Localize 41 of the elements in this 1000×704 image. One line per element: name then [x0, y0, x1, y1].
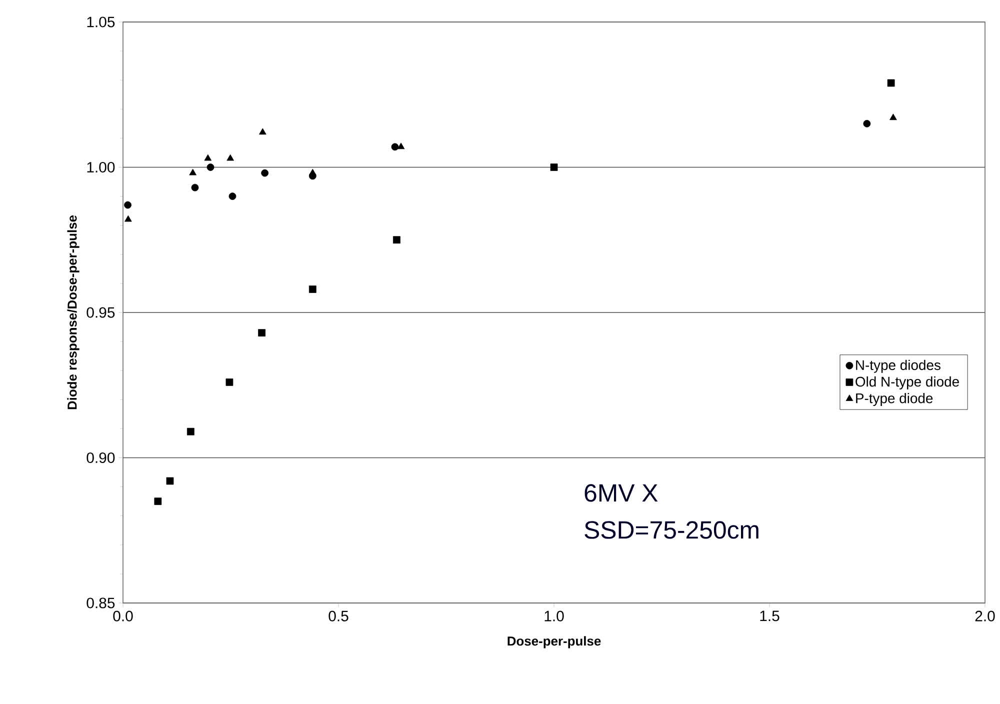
point [154, 498, 162, 505]
point [204, 154, 212, 161]
point [259, 128, 266, 135]
point [189, 168, 196, 176]
point [258, 329, 266, 337]
annotation: SSD=75-250cm [584, 521, 758, 539]
y-tick-label: 0.90 [86, 452, 115, 464]
point [890, 114, 897, 120]
legend-label: N-type diodes [856, 360, 940, 373]
annotation: 6MV X [584, 484, 658, 502]
y-tick-label: 1.00 [87, 162, 115, 173]
point [226, 154, 234, 161]
point [887, 79, 895, 87]
point [124, 201, 132, 209]
point [393, 236, 400, 244]
point [186, 428, 194, 436]
point [550, 164, 558, 171]
point [166, 477, 174, 485]
legend-label: Old N-type diode [856, 376, 959, 390]
y-tick-label: 1.05 [87, 16, 115, 28]
point [228, 192, 236, 200]
x-axis-title: Dose-per-pulse [508, 636, 601, 648]
point [391, 143, 399, 151]
point [124, 215, 132, 222]
x-tick-label: 0.5 [328, 610, 348, 622]
x-tick-label: 1.5 [760, 610, 780, 622]
y-tick-label: 0.95 [86, 307, 115, 318]
x-tick-label: 1.0 [544, 610, 564, 622]
point [226, 378, 234, 386]
point [191, 184, 199, 192]
point [863, 120, 871, 128]
point [308, 286, 316, 293]
point [309, 168, 316, 176]
y-axis-title: Diode response/Dose-per-pulse [67, 215, 80, 410]
legend-label: P-type diode [856, 392, 933, 406]
point [206, 164, 214, 171]
x-tick-label: 0.0 [113, 610, 133, 622]
y-tick-label: 0.85 [86, 598, 115, 608]
point [397, 142, 405, 150]
x-tick-label: 2.0 [975, 610, 995, 622]
point [261, 169, 268, 177]
